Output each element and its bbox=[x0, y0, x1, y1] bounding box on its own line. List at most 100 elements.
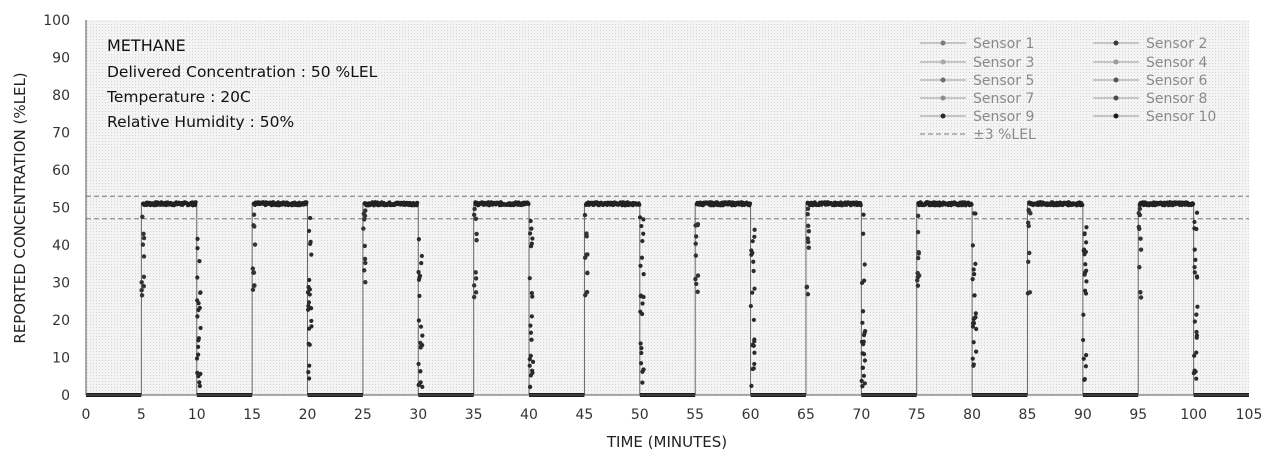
data-point bbox=[641, 367, 646, 372]
data-point bbox=[1194, 335, 1199, 340]
legend-label: ±3 %LEL bbox=[973, 127, 1036, 143]
data-point bbox=[416, 277, 422, 282]
data-point bbox=[194, 356, 200, 361]
x-tick-label: 5 bbox=[137, 407, 146, 423]
data-point bbox=[863, 329, 868, 334]
annotation-line: Delivered Concentration : 50 %LEL bbox=[107, 63, 378, 81]
data-point bbox=[585, 270, 590, 276]
data-point bbox=[527, 357, 532, 362]
data-point bbox=[362, 213, 368, 219]
data-point bbox=[974, 326, 979, 332]
data-point bbox=[196, 344, 201, 350]
data-point bbox=[751, 366, 756, 371]
data-point bbox=[528, 323, 533, 328]
data-point bbox=[1193, 257, 1198, 262]
data-point bbox=[584, 289, 590, 295]
data-point bbox=[972, 293, 977, 298]
x-tick-label: 70 bbox=[852, 407, 870, 423]
data-point bbox=[417, 293, 422, 299]
x-tick-label: 40 bbox=[520, 407, 538, 423]
data-point bbox=[416, 270, 421, 275]
data-point bbox=[527, 276, 532, 281]
data-point bbox=[530, 359, 536, 364]
data-point bbox=[195, 236, 200, 241]
legend-marker bbox=[1113, 95, 1119, 101]
data-point bbox=[805, 292, 811, 297]
data-point bbox=[472, 283, 477, 288]
data-point bbox=[1138, 247, 1144, 252]
data-point bbox=[529, 314, 534, 319]
data-point bbox=[916, 273, 922, 278]
data-point bbox=[860, 365, 866, 370]
x-tick-label: 55 bbox=[686, 407, 704, 423]
data-point bbox=[252, 283, 257, 288]
data-point bbox=[862, 278, 867, 283]
data-point bbox=[197, 380, 202, 385]
data-point bbox=[1084, 268, 1089, 273]
data-point bbox=[639, 223, 644, 229]
data-point bbox=[361, 268, 367, 273]
legend: Sensor 1 Sensor 2 Sensor 3 Sensor 4 Sensor 5… bbox=[920, 36, 1216, 143]
x-tick-label: 65 bbox=[797, 407, 815, 423]
data-point bbox=[751, 259, 756, 264]
x-tick-label: 25 bbox=[354, 407, 372, 423]
data-point bbox=[806, 239, 811, 245]
legend-label: Sensor 8 bbox=[1146, 91, 1207, 107]
data-point bbox=[140, 242, 146, 247]
data-point bbox=[1028, 211, 1033, 216]
data-point bbox=[695, 289, 700, 295]
x-tick-label: 75 bbox=[908, 407, 926, 423]
data-point bbox=[639, 350, 644, 356]
data-point bbox=[306, 300, 312, 305]
legend-label: Sensor 3 bbox=[973, 55, 1034, 71]
data-point bbox=[306, 228, 312, 234]
data-point bbox=[915, 255, 921, 261]
data-point bbox=[195, 275, 200, 280]
data-point bbox=[528, 231, 533, 236]
data-point bbox=[418, 324, 424, 329]
data-point bbox=[250, 287, 256, 292]
x-tick-label: 10 bbox=[188, 407, 206, 423]
data-point bbox=[1192, 265, 1197, 270]
data-point bbox=[748, 303, 753, 309]
x-tick-label: 105 bbox=[1236, 407, 1263, 423]
data-point bbox=[308, 241, 313, 247]
data-point bbox=[252, 224, 257, 229]
legend-label: Sensor 7 bbox=[973, 91, 1034, 107]
data-point bbox=[1084, 279, 1089, 284]
data-point bbox=[860, 320, 865, 325]
data-point bbox=[471, 212, 477, 217]
legend-label: Sensor 5 bbox=[973, 73, 1034, 89]
data-point bbox=[585, 252, 590, 257]
data-point bbox=[860, 384, 865, 389]
data-point bbox=[752, 350, 757, 355]
data-point bbox=[527, 363, 532, 368]
data-point bbox=[750, 239, 755, 244]
data-point bbox=[582, 212, 588, 218]
data-point bbox=[695, 222, 700, 228]
data-point bbox=[638, 309, 643, 314]
data-point bbox=[1194, 312, 1199, 317]
data-point bbox=[474, 237, 479, 243]
y-tick-label: 10 bbox=[52, 351, 70, 367]
x-tick-label: 15 bbox=[243, 407, 261, 423]
data-point bbox=[862, 358, 868, 363]
x-tick-label: 85 bbox=[1019, 407, 1037, 423]
x-axis-title: TIME (MINUTES) bbox=[606, 433, 727, 451]
legend-marker bbox=[1113, 40, 1119, 46]
data-point bbox=[862, 262, 867, 267]
legend-marker bbox=[940, 95, 946, 101]
y-tick-label: 90 bbox=[52, 51, 70, 67]
data-point bbox=[1080, 337, 1086, 343]
data-point bbox=[974, 349, 979, 354]
data-point bbox=[418, 345, 423, 350]
x-tick-label: 50 bbox=[631, 407, 649, 423]
data-point bbox=[530, 294, 535, 299]
data-point bbox=[418, 369, 423, 374]
data-point bbox=[473, 270, 478, 275]
data-point bbox=[306, 303, 311, 309]
data-point bbox=[1081, 356, 1086, 361]
legend-label: Sensor 2 bbox=[1146, 36, 1207, 52]
data-point bbox=[1192, 353, 1197, 358]
data-point bbox=[1192, 319, 1197, 324]
